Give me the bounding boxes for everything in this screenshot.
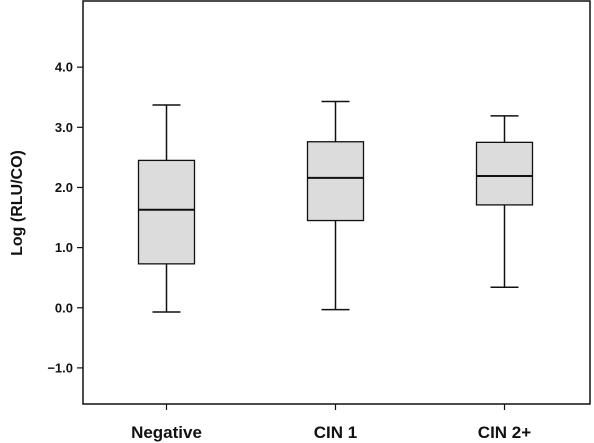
iqr-box bbox=[137, 159, 196, 265]
iqr-box bbox=[306, 141, 365, 222]
box-plots bbox=[137, 100, 534, 313]
category-label: CIN 1 bbox=[314, 423, 357, 442]
y-axis-ticks: 4.0 3.0 2.0 1.0 0.0 −1.0 bbox=[47, 60, 83, 375]
x-axis-categories: Negative CIN 1 CIN 2+ bbox=[131, 404, 531, 442]
y-tick-label: −1.0 bbox=[47, 360, 73, 375]
box-2 bbox=[475, 115, 534, 289]
category-label: Negative bbox=[131, 423, 202, 442]
y-tick-label: 3.0 bbox=[55, 120, 73, 135]
y-tick-label: 0.0 bbox=[55, 300, 73, 315]
y-tick-label: 4.0 bbox=[55, 60, 73, 75]
y-tick-label: 2.0 bbox=[55, 180, 73, 195]
y-tick-label: 1.0 bbox=[55, 240, 73, 255]
category-label: CIN 2+ bbox=[478, 423, 531, 442]
y-axis-title: Log (RLU/CO) bbox=[9, 150, 26, 256]
box-1 bbox=[306, 100, 365, 311]
box-0 bbox=[137, 104, 196, 313]
iqr-box bbox=[475, 141, 534, 206]
